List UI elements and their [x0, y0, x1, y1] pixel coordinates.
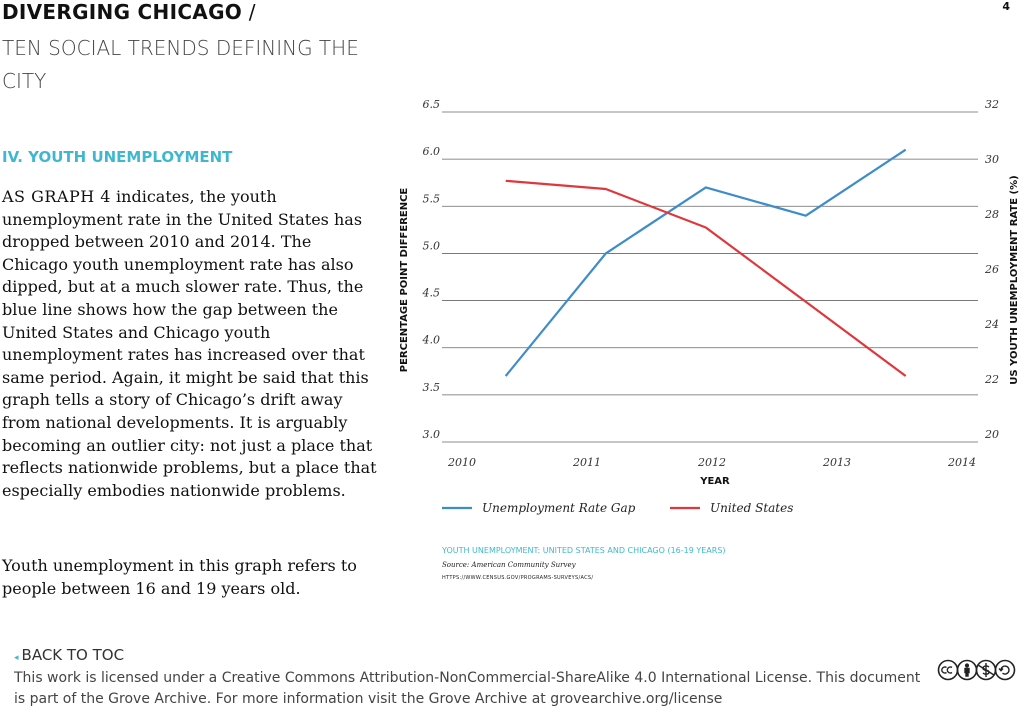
back-to-toc-label: BACK TO TOC	[21, 646, 125, 664]
left-tick-label: 6.0	[423, 145, 441, 158]
chart-caption-url[interactable]: HTTPS://WWW.CENSUS.GOV/PROGRAMS-SURVEYS/…	[442, 575, 594, 581]
left-tick-label: 5.5	[423, 192, 441, 205]
document-subtitle: TEN SOCIAL TRENDS DEFINING THE CITY	[2, 36, 359, 93]
paragraph-text: indicates, the youth unemployment rate i…	[2, 187, 377, 500]
left-axis-ticks: 3.0 3.5 4.0 4.5 5.0 5.5 6.0 6.5	[422, 100, 441, 441]
left-axis-label: PERCENTAGE POINT DIFFERENCE	[399, 188, 410, 373]
chart-legend: Unemployment Rate Gap United States	[442, 501, 793, 515]
left-tick-label: 3.5	[423, 381, 441, 394]
right-tick-label: 20	[984, 428, 999, 441]
right-axis-label: US YOUTH UNEMPLOYMENT RATE (%)	[1009, 175, 1020, 384]
document-title: DIVERGING CHICAGO /	[2, 0, 256, 24]
left-arrow-icon: ◂	[14, 653, 19, 663]
chart-caption-source: Source: American Community Survey	[442, 561, 576, 569]
legend-label-1: United States	[710, 501, 793, 515]
right-tick-label: 32	[985, 100, 999, 111]
line-chart: 3.03.54.04.55.05.56.06.5 20222426283032 …	[399, 100, 1020, 515]
left-tick-label: 6.5	[423, 100, 441, 111]
right-axis-ticks: 20 22 24 26 28 30 32	[984, 100, 999, 441]
right-tick-label: 30	[985, 153, 999, 166]
series-line-1	[505, 179, 907, 377]
right-tick-label: 22	[984, 373, 999, 386]
right-tick-label: 28	[984, 208, 999, 221]
x-tick-label: 2013	[822, 456, 851, 469]
license-text: This work is licensed under a Creative C…	[14, 670, 921, 707]
left-tick-label: 4.5	[422, 287, 441, 300]
series-line-0	[504, 148, 907, 377]
right-tick-label: 26	[984, 263, 999, 276]
body-paragraph-1: AS GRAPH 4 indicates, the youth unemploy…	[2, 186, 380, 502]
x-axis-ticks: 2010 2011 2012 2013 2014	[447, 456, 976, 469]
page-number: 4	[1002, 0, 1010, 13]
legend-label-0: Unemployment Rate Gap	[482, 501, 636, 515]
left-tick-label: 5.0	[423, 239, 441, 252]
paragraph-lead: AS GRAPH 4	[2, 187, 111, 206]
x-tick-label: 2010	[447, 456, 476, 469]
section-heading: IV. YOUTH UNEMPLOYMENT	[2, 148, 233, 166]
body-paragraph-2: Youth unemployment in this graph refers …	[2, 556, 357, 598]
back-to-toc-link[interactable]: ◂ BACK TO TOC	[14, 646, 124, 664]
x-axis-label: YEAR	[699, 476, 730, 487]
x-tick-label: 2012	[697, 456, 726, 469]
chart-series	[504, 148, 907, 377]
right-tick-label: 24	[984, 318, 999, 331]
chart-caption-title: YOUTH UNEMPLOYMENT: UNITED STATES AND CH…	[442, 546, 726, 555]
creative-commons-badge-icon[interactable]	[936, 658, 1018, 682]
left-tick-label: 4.0	[422, 334, 441, 347]
x-tick-label: 2011	[572, 456, 601, 469]
left-tick-label: 3.0	[423, 428, 441, 441]
document-title-text: DIVERGING CHICAGO	[2, 0, 243, 24]
x-tick-label: 2014	[947, 456, 976, 469]
title-slash: /	[242, 0, 256, 24]
chart-gridlines	[442, 111, 978, 443]
